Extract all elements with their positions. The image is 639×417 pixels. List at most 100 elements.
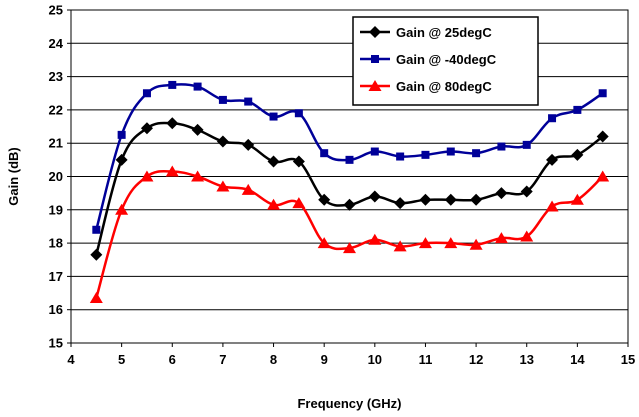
- legend-entry: Gain @ -40degC: [360, 52, 497, 67]
- data-point-diamond: [369, 26, 381, 38]
- y-tick-label: 21: [49, 136, 63, 151]
- y-tick-label: 22: [49, 102, 63, 117]
- data-point-diamond: [216, 135, 229, 148]
- data-point-triangle: [570, 193, 584, 205]
- data-point-triangle: [165, 165, 179, 177]
- data-point-triangle: [292, 197, 306, 209]
- data-point-square: [421, 150, 430, 159]
- data-point-square: [573, 105, 582, 114]
- data-point-diamond: [115, 153, 128, 166]
- series-layer: [89, 80, 610, 304]
- data-point-triangle: [469, 238, 483, 250]
- data-point-triangle: [115, 203, 129, 215]
- data-point-diamond: [343, 198, 356, 211]
- x-tick-label: 9: [321, 352, 328, 367]
- x-axis-title: Frequency (GHz): [297, 396, 401, 411]
- data-point-square: [396, 152, 405, 161]
- data-point-square: [218, 95, 227, 104]
- y-tick-label: 17: [49, 269, 63, 284]
- data-point-diamond: [444, 193, 457, 206]
- data-point-triangle: [140, 170, 154, 182]
- y-tick-label: 18: [49, 236, 63, 251]
- x-tick-label: 14: [570, 352, 585, 367]
- data-point-diamond: [140, 122, 153, 135]
- data-point-diamond: [571, 148, 584, 161]
- data-point-diamond: [596, 130, 609, 143]
- data-point-triangle: [368, 233, 382, 245]
- data-point-square: [244, 97, 253, 106]
- data-point-square: [117, 130, 126, 139]
- data-point-square: [269, 112, 278, 121]
- plot-area-frame: [70, 9, 629, 344]
- data-point-diamond: [292, 155, 305, 168]
- data-point-diamond: [419, 193, 432, 206]
- data-point-diamond: [191, 123, 204, 136]
- data-point-square: [345, 155, 354, 164]
- data-point-triangle: [267, 198, 281, 210]
- x-tick-label: 5: [118, 352, 125, 367]
- data-point-triangle: [89, 292, 103, 304]
- data-point-triangle: [368, 80, 382, 91]
- x-tick-label: 8: [270, 352, 277, 367]
- data-point-triangle: [343, 242, 356, 254]
- data-point-triangle: [216, 180, 230, 192]
- legend: Gain @ 25degC Gain @ -40degC Gain @ 80degC: [352, 16, 539, 106]
- x-tick-label: 11: [419, 352, 433, 367]
- data-point-triangle: [444, 237, 458, 249]
- x-tick-label: 4: [67, 352, 75, 367]
- data-point-triangle: [520, 230, 534, 242]
- legend-entry: Gain @ 25degC: [360, 25, 492, 40]
- y-tick-label: 15: [49, 336, 63, 351]
- series-3: [89, 165, 610, 304]
- legend-label: Gain @ 25degC: [396, 25, 492, 40]
- data-point-triangle: [596, 170, 610, 182]
- series-1: [90, 117, 609, 261]
- legend-label: Gain @ -40degC: [396, 52, 497, 67]
- data-point-diamond: [242, 138, 255, 151]
- data-point-square: [522, 140, 531, 149]
- data-point-triangle: [545, 200, 559, 212]
- data-point-square: [446, 147, 455, 156]
- series-2: [92, 80, 607, 234]
- x-tick-label: 6: [169, 352, 176, 367]
- data-point-diamond: [495, 187, 508, 200]
- x-tick-label: 13: [519, 352, 533, 367]
- x-tick-label: 15: [621, 352, 635, 367]
- data-point-diamond: [368, 190, 381, 203]
- data-point-diamond: [546, 153, 559, 166]
- data-point-triangle: [418, 237, 432, 249]
- data-point-square: [294, 109, 303, 118]
- data-point-square: [598, 89, 607, 98]
- y-tick-label: 23: [49, 69, 63, 84]
- data-point-square: [497, 142, 506, 151]
- data-point-square: [370, 147, 379, 156]
- data-point-diamond: [267, 155, 280, 168]
- data-point-triangle: [317, 237, 331, 249]
- data-point-diamond: [166, 117, 179, 130]
- data-point-triangle: [241, 183, 255, 195]
- data-point-diamond: [394, 197, 407, 210]
- data-point-square: [320, 149, 329, 158]
- data-point-diamond: [318, 193, 331, 206]
- x-tick-label: 10: [368, 352, 382, 367]
- data-point-square: [92, 225, 101, 234]
- data-point-square: [548, 114, 557, 123]
- axes-layer: 15 16 17 18 19 20 21 22 23 24 25 4 5 6 7 8 9 10 11 12 13 14 15: [49, 3, 636, 368]
- data-point-triangle: [393, 240, 407, 252]
- data-point-triangle: [494, 232, 508, 244]
- y-tick-label: 25: [49, 3, 63, 18]
- data-point-square: [142, 89, 151, 98]
- x-tick-label: 12: [469, 352, 483, 367]
- data-point-triangle: [191, 170, 205, 182]
- data-point-square: [193, 82, 202, 91]
- data-point-diamond: [520, 185, 533, 198]
- legend-label: Gain @ 80degC: [396, 79, 492, 94]
- y-tick-label: 19: [49, 202, 63, 217]
- x-tick-label: 7: [219, 352, 226, 367]
- data-point-square: [472, 149, 481, 158]
- data-point-diamond: [470, 193, 483, 206]
- y-tick-label: 20: [49, 169, 63, 184]
- data-point-diamond: [90, 248, 103, 261]
